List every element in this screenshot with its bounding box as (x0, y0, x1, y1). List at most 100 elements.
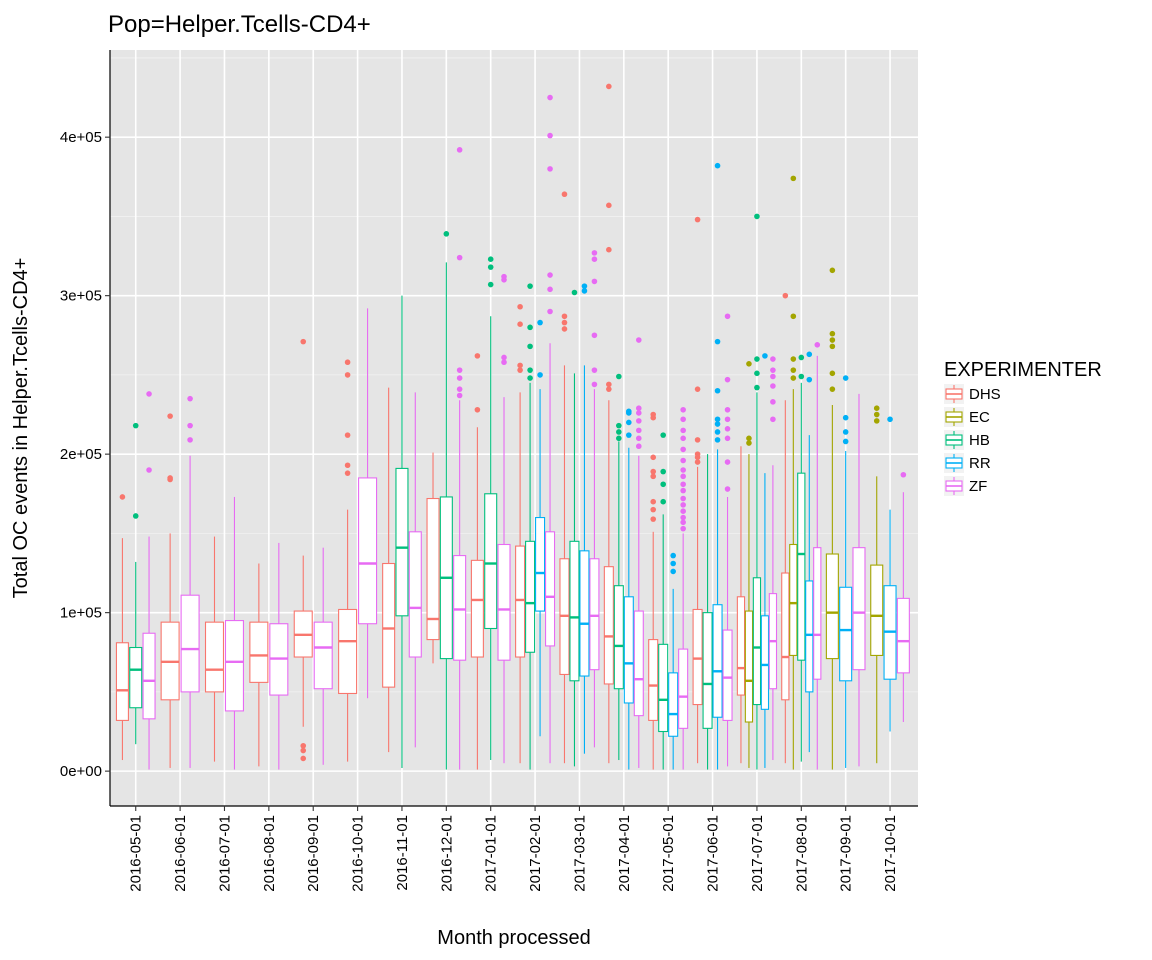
outlier-point (300, 747, 307, 754)
legend-item-hb: HB (944, 430, 990, 450)
box-group-2017-02-01 (515, 94, 556, 770)
box-body (589, 558, 600, 671)
box-ZF (896, 471, 910, 722)
box-body (668, 672, 679, 737)
outlier-point (694, 216, 701, 223)
outlier-point (635, 337, 642, 343)
box-body (535, 516, 546, 612)
outlier-point (501, 354, 507, 361)
outlier-point (680, 446, 686, 453)
box-ZF (269, 542, 289, 770)
outlier-point (517, 303, 523, 310)
outlier-point (443, 231, 450, 237)
box-body (579, 550, 590, 677)
box-body (752, 577, 762, 706)
outlier-point (798, 354, 805, 361)
y-tick-label: 1e+05 (60, 605, 102, 622)
outlier-point (754, 356, 760, 362)
outlier-point (344, 432, 351, 438)
box-group-2017-03-01 (559, 191, 600, 767)
outlier-point (344, 470, 351, 476)
outlier-point (842, 375, 849, 381)
box-HB (613, 373, 624, 761)
box-HB (395, 295, 409, 768)
box-body (224, 620, 244, 712)
outlier-point (829, 330, 836, 337)
outlier-point (754, 370, 760, 377)
outlier-point (527, 283, 533, 289)
y-tick-label: 2e+05 (60, 446, 102, 463)
outlier-point (547, 286, 553, 293)
box-body (896, 597, 910, 674)
outlier-point (300, 338, 307, 345)
box-body (470, 559, 484, 658)
box-RR (712, 162, 723, 770)
outlier-point (626, 419, 632, 426)
outlier-point (487, 281, 494, 288)
x-tick-label: 2017-07-01 (749, 815, 766, 892)
box-ZF (497, 273, 511, 764)
outlier-point (527, 367, 533, 373)
outlier-point (770, 399, 776, 405)
box-RR (805, 351, 814, 753)
axes-layer (109, 50, 918, 807)
outlier-point (680, 481, 686, 488)
box-group-2016-12-01 (426, 147, 467, 770)
box-DHS (559, 191, 570, 764)
outlier-point (581, 283, 588, 289)
box-ZF (768, 356, 778, 761)
box-body (839, 586, 853, 682)
box-body (249, 621, 269, 683)
outlier-point (790, 313, 797, 320)
box-DHS (736, 446, 746, 764)
box-group-2017-07-01 (736, 213, 778, 770)
outlier-point (829, 343, 836, 350)
outlier-point (762, 353, 768, 359)
box-DHS (249, 563, 269, 767)
outlier-point (790, 367, 797, 373)
box-DHS (603, 83, 614, 764)
outlier-point (456, 375, 463, 381)
box-group-2016-06-01 (160, 395, 200, 768)
outlier-point (635, 427, 642, 434)
outlier-point (724, 435, 731, 442)
outlier-point (842, 438, 849, 445)
outlier-point (616, 373, 622, 380)
box-ZF (852, 393, 866, 767)
x-tick-label: 2016-05-01 (128, 815, 145, 892)
outlier-point (714, 387, 721, 394)
outlier-point (344, 372, 351, 378)
outlier-point (187, 437, 193, 443)
box-body (623, 596, 634, 704)
outlier-point (724, 425, 731, 432)
outlier-point (300, 755, 307, 762)
outlier-point (680, 495, 686, 502)
outlier-point (616, 435, 622, 442)
box-body (702, 612, 713, 729)
box-body (648, 639, 659, 721)
outlier-point (606, 246, 612, 253)
x-tick-label: 2017-03-01 (571, 815, 588, 892)
outlier-point (680, 427, 686, 434)
outlier-point (660, 468, 666, 475)
outlier-point (814, 341, 821, 348)
outlier-point (887, 416, 893, 423)
outlier-point (714, 437, 721, 443)
outlier-point (527, 375, 533, 381)
box-RR (760, 353, 770, 768)
x-axis-ticks: 2016-05-01 2016-06-01 2016-07-01 2016-08-01… (128, 806, 899, 892)
box-HB (484, 256, 498, 761)
legend: EXPERIMENTER DHS EC HB RR ZF (944, 359, 1102, 496)
box-group-2017-08-01 (781, 175, 822, 770)
box-DHS (470, 353, 484, 770)
outlier-point (660, 432, 666, 438)
box-EC (825, 267, 839, 770)
box-RR (668, 552, 679, 770)
outlier-point (694, 451, 701, 457)
outlier-point (770, 367, 776, 373)
outlier-point (581, 288, 588, 294)
outlier-point (770, 373, 776, 380)
outlier-point (547, 272, 553, 278)
box-DHS (648, 411, 659, 770)
